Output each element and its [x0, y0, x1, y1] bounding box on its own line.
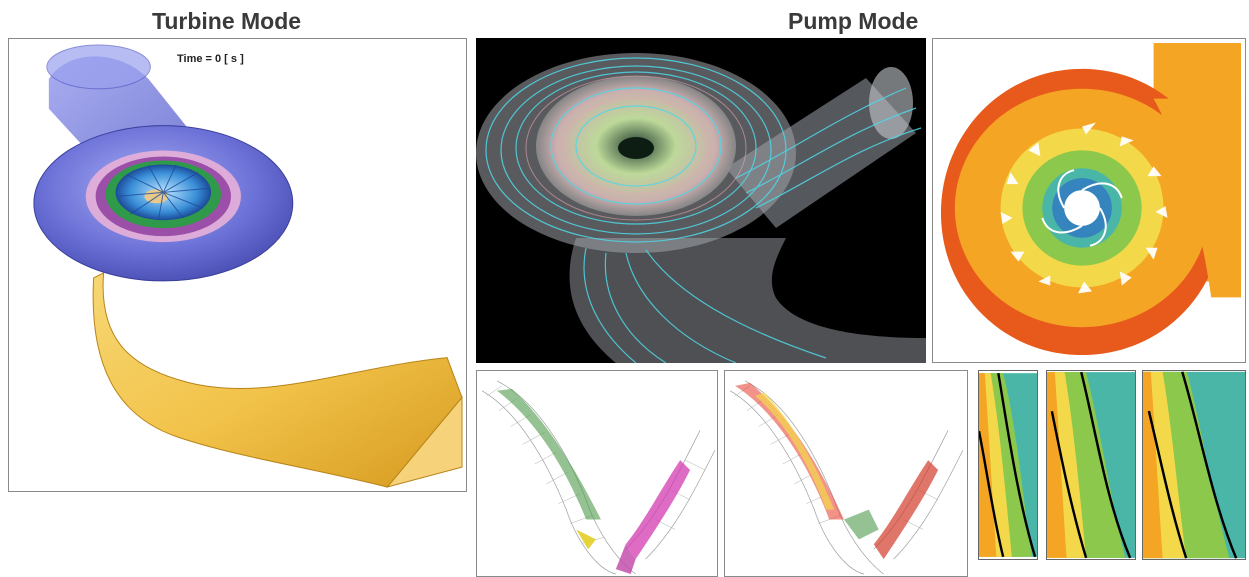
- cascade-contour-2: [1046, 370, 1136, 560]
- contour-render: [940, 43, 1242, 356]
- cropped-top-text: [512, 0, 742, 4]
- blade-mesh-panel-1: [476, 370, 718, 577]
- pump-streamlines-panel: [476, 38, 926, 363]
- turbine-render: [33, 44, 463, 488]
- cascade-contour-3: [1142, 370, 1246, 560]
- cascade-render-1: [979, 372, 1037, 558]
- pump-mode-heading: Pump Mode: [788, 8, 919, 34]
- cascade-render-2: [1047, 371, 1135, 559]
- cascade-contour-1: [978, 370, 1038, 560]
- turbine-mode-heading: Turbine Mode: [152, 8, 302, 34]
- cascade-render-3: [1143, 371, 1245, 559]
- turbine-simulation-panel: Time = 0 [ s ]: [8, 38, 467, 492]
- blade-mesh-render-2: [729, 380, 964, 575]
- pump-contour-panel: [932, 38, 1246, 363]
- blade-mesh-render-1: [481, 380, 716, 575]
- time-label: Time = 0 [ s ]: [177, 53, 244, 65]
- streamlines-render: [476, 53, 926, 363]
- blade-mesh-panel-2: [724, 370, 968, 577]
